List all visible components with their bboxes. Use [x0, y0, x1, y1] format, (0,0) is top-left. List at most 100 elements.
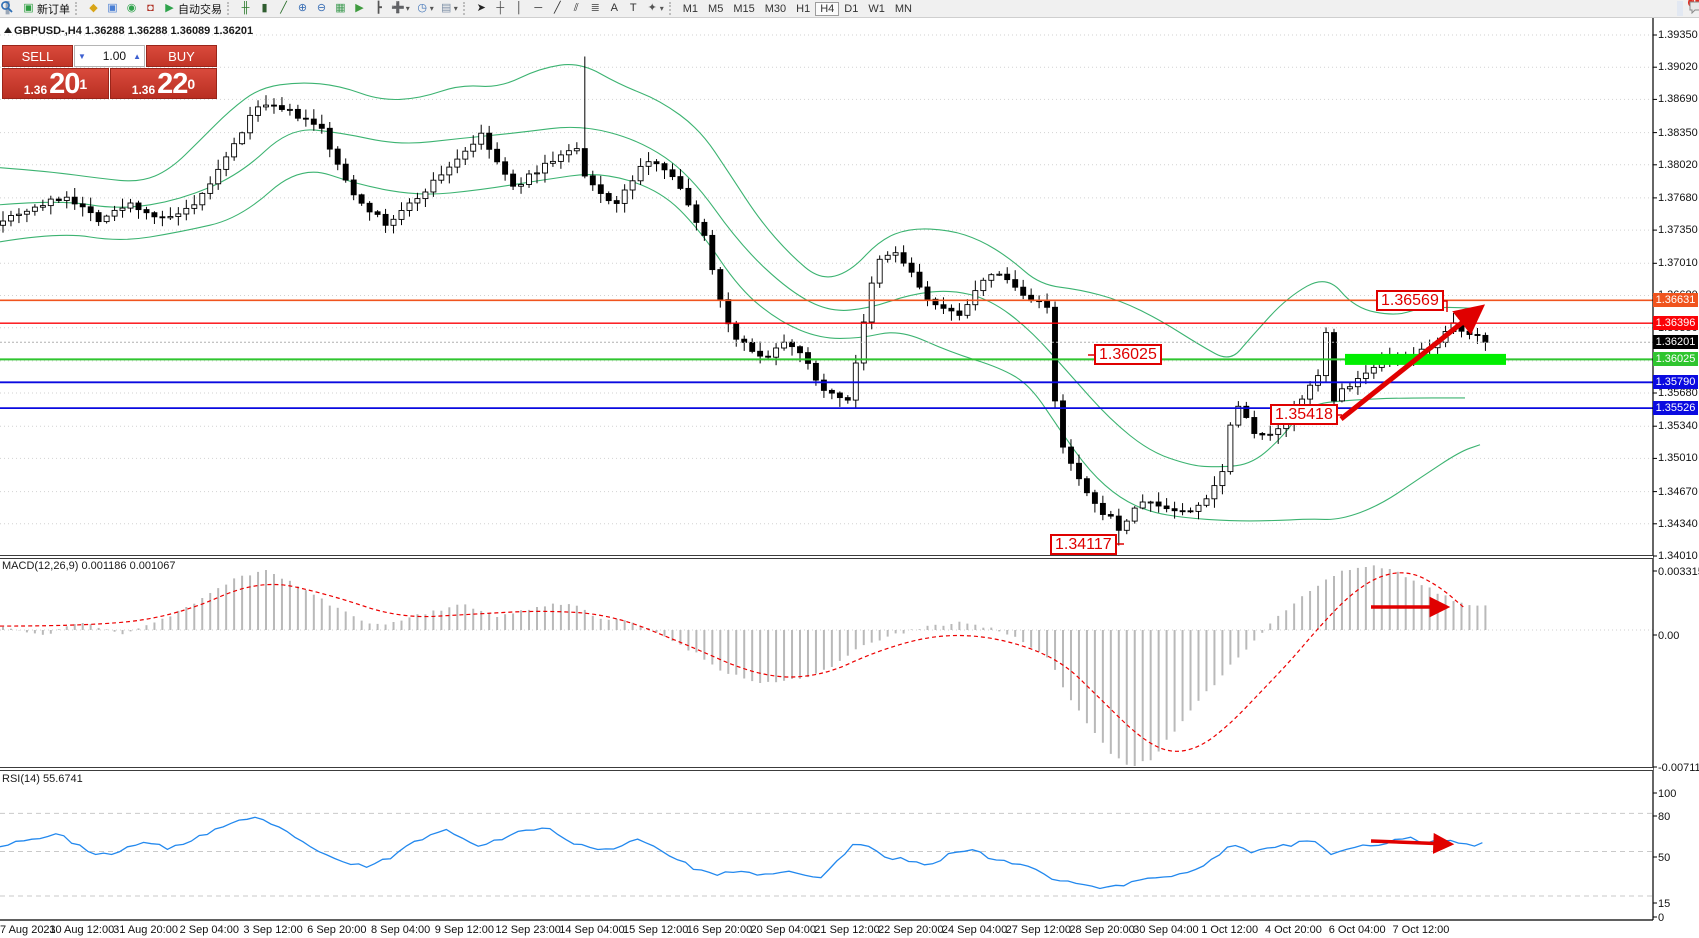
main-toolbar: ▌ ▣ 新订单 ◆ ▣ ◉ ◘ ▶ 自动交易 ╫ ▮ ╱ ⊕ ⊖ ▦ ▶ ┣ ➕ ▾ ◷ ▾ ▤ ▾ ➤ ┼ │ ─ ╱… — [0, 0, 1699, 18]
level-label-1-36569[interactable]: 1.36569 — [1376, 290, 1444, 311]
channel-icon: ⫽ — [573, 2, 579, 14]
timeframe-button-m15[interactable]: M15 — [733, 2, 755, 15]
sell-price[interactable]: 1.36 20 1 — [2, 68, 109, 99]
periods-icon[interactable]: ◷ ▾ — [413, 1, 437, 16]
volume-decrease-icon[interactable]: ▼ — [78, 51, 86, 61]
bollinger-upper-band — [0, 64, 1471, 358]
level-label-1-34117[interactable]: 1.34117 — [1050, 534, 1117, 555]
tile-windows-icon[interactable]: ▦ — [331, 1, 350, 16]
indicators-icon[interactable]: ➕ ▾ — [388, 1, 413, 16]
pane-separator-macd-rsi[interactable] — [0, 767, 1653, 771]
price-tick-label: 1.37350 — [1658, 224, 1698, 236]
candle-down — [71, 196, 78, 205]
cursor-icon[interactable]: ➤ — [472, 1, 491, 16]
timeframe-button-m1[interactable]: M1 — [682, 2, 699, 15]
zoom-in-icon[interactable]: ⊕ — [293, 1, 312, 16]
timeframe-button-m5[interactable]: M5 — [708, 2, 724, 15]
candle-up — [526, 173, 532, 185]
timeframe-button-h4[interactable]: H4 — [815, 1, 840, 16]
candle-up — [1139, 501, 1146, 509]
candle-up — [414, 198, 421, 204]
vertical-line-icon[interactable]: │ — [510, 1, 529, 16]
indicators-icon-dropdown[interactable]: ▾ — [405, 4, 410, 13]
candle-up — [8, 215, 14, 222]
shapes-icon[interactable]: ✦ ▾ — [643, 1, 667, 16]
candle-down — [956, 310, 963, 316]
macd-axis-label: 0.00 — [1658, 630, 1680, 642]
trend-arrow-main[interactable] — [1339, 304, 1486, 421]
bar-chart-icon[interactable]: ╫ — [236, 1, 255, 16]
shapes-icon-dropdown[interactable]: ▾ — [659, 4, 664, 13]
candle-down — [924, 286, 931, 300]
candle-down — [151, 212, 158, 218]
candle-down — [693, 204, 700, 223]
price-badge: 1.36631 — [1653, 293, 1698, 307]
search-icon[interactable] — [1, 1, 1683, 16]
partial-chart-icon: ▌ — [5, 2, 14, 14]
autoscroll-icon: ▶ — [355, 2, 364, 14]
candle-up — [247, 114, 254, 134]
level-label-1-35418[interactable]: 1.35418 — [1270, 404, 1338, 425]
timeframe-button-m30[interactable]: M30 — [764, 2, 787, 15]
autotrading-button[interactable]: ▶ 自动交易 — [160, 1, 225, 16]
zoom-out-icon[interactable]: ⊖ — [312, 1, 331, 16]
sell-button[interactable]: SELL — [2, 45, 73, 67]
candle-down — [669, 169, 676, 178]
signals-icon[interactable]: ◉ — [122, 1, 141, 16]
chat-icon[interactable]: 1 — [1687, 0, 1699, 16]
volume-increase-icon[interactable]: ▲ — [133, 51, 141, 61]
text-icon[interactable]: A — [605, 1, 624, 16]
time-axis-label: 6 Oct 04:00 — [1328, 924, 1386, 936]
timeframe-button-h1[interactable]: H1 — [796, 2, 811, 15]
candle-down — [597, 184, 604, 194]
periods-icon-dropdown[interactable]: ▾ — [429, 4, 434, 13]
fibonacci-icon[interactable]: ≣ — [586, 1, 605, 16]
templates-icon[interactable]: ▤ ▾ — [437, 1, 461, 16]
candle-up — [199, 192, 206, 206]
horizontal-line-icon[interactable]: ─ — [529, 1, 548, 16]
candle-up — [637, 165, 644, 182]
autoscroll-icon[interactable]: ▶ — [350, 1, 369, 16]
level-label-1-36025[interactable]: 1.36025 — [1094, 344, 1162, 365]
time-axis-label: 30 Sep 04:00 — [1133, 924, 1199, 936]
price-tick-label: 1.39020 — [1658, 61, 1698, 73]
market-icon[interactable]: ◘ — [141, 1, 160, 16]
candle-up — [1147, 501, 1154, 504]
candle-up — [1346, 386, 1353, 390]
candle-up — [438, 174, 445, 181]
buy-price[interactable]: 1.36 22 0 — [110, 68, 217, 99]
buy-button[interactable]: BUY — [146, 45, 217, 67]
candle-down — [733, 323, 740, 340]
profile-icon[interactable]: ◆ — [84, 1, 103, 16]
templates-icon-dropdown[interactable]: ▾ — [453, 4, 458, 13]
trend-arrow-rsi[interactable] — [1370, 832, 1455, 854]
chart-symbol-icon — [4, 27, 12, 33]
candle-up — [63, 196, 70, 201]
chart-shift-icon[interactable]: ┣ — [369, 1, 388, 16]
toolbar-separator — [227, 2, 234, 15]
channel-icon[interactable]: ⫽ — [567, 1, 586, 16]
sell-price-prefix: 1.36 — [23, 83, 48, 97]
candle-down — [1171, 508, 1178, 512]
candle-down — [143, 209, 150, 214]
pane-separator-main-macd[interactable] — [0, 555, 1653, 559]
time-axis-label: 30 Aug 12:00 — [49, 924, 115, 936]
timeframe-button-w1[interactable]: W1 — [868, 2, 885, 15]
candle-up — [773, 347, 780, 358]
price-tick-label: 1.34670 — [1658, 486, 1698, 498]
price-tick-label: 1.37010 — [1658, 257, 1698, 269]
line-chart-icon[interactable]: ╱ — [274, 1, 293, 16]
volume-stepper[interactable]: ▼ 1.00 ▲ — [74, 45, 145, 67]
new-order-button[interactable]: ▣ 新订单 — [19, 1, 73, 16]
trendline-icon[interactable]: ╱ — [548, 1, 567, 16]
volume-value[interactable]: 1.00 — [102, 49, 127, 63]
label-icon[interactable]: T — [624, 1, 643, 16]
charts-window-icon[interactable]: ▣ — [103, 1, 122, 16]
timeframe-button-mn[interactable]: MN — [894, 2, 912, 15]
candle-up — [31, 206, 38, 212]
timeframe-button-d1[interactable]: D1 — [844, 2, 859, 15]
candlestick-chart-icon[interactable]: ▮ — [255, 1, 274, 16]
candle-down — [613, 200, 620, 204]
crosshair-icon[interactable]: ┼ — [491, 1, 510, 16]
